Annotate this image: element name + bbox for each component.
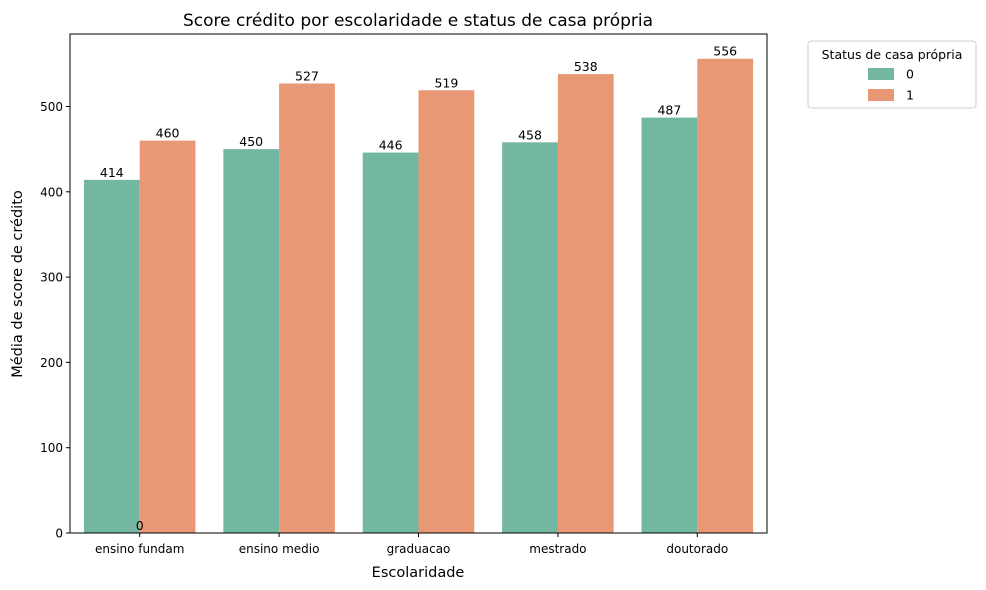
bars: [83, 58, 754, 534]
x-tick-label: mestrado: [529, 542, 586, 556]
y-axis: 0 100 200 300 400 500: [40, 100, 70, 541]
bar-value-label: 556: [713, 44, 737, 59]
y-tick-label: 300: [40, 271, 63, 285]
x-tick-label: ensino medio: [239, 542, 320, 556]
x-tick-label: doutorado: [666, 542, 728, 556]
x-axis-label: Escolaridade: [372, 565, 465, 581]
y-tick-label: 400: [40, 185, 63, 199]
bar-value-label: 460: [156, 126, 180, 141]
legend-swatch: [868, 89, 894, 101]
bar-doutorado-series-0: [641, 117, 698, 533]
legend-title: Status de casa própria: [822, 47, 963, 62]
bar-labels: 414 460 450 527 446 519 458 538 487 556 0: [100, 44, 737, 533]
y-tick-label: 200: [40, 356, 63, 370]
bar-graduacao-series-1: [418, 90, 475, 534]
bar-ensino-fundam-series-0: [83, 179, 140, 533]
y-tick-label: 0: [55, 527, 63, 541]
legend-entry-label: 0: [906, 67, 914, 82]
bar-ensino-medio-series-0: [223, 149, 280, 533]
y-tick-label: 100: [40, 441, 63, 455]
bar-value-label: 538: [574, 59, 598, 74]
bar-ensino-fundam-series-1: [139, 140, 196, 533]
legend: Status de casa própria 01: [807, 40, 977, 109]
bar-ensino-medio-series-1: [279, 83, 335, 533]
y-tick-label: 500: [40, 100, 63, 114]
y-axis-label: Média de score de crédito: [10, 190, 26, 378]
bar-value-label: 487: [657, 103, 681, 118]
bar-value-label: 527: [295, 68, 319, 83]
zero-value-label: 0: [136, 518, 144, 533]
bar-value-label: 458: [518, 127, 542, 142]
bar-value-label: 414: [100, 165, 124, 180]
bar-graduacao-series-0: [362, 152, 419, 534]
bar-mestrado-series-0: [502, 142, 558, 534]
legend-swatch: [868, 68, 894, 80]
x-tick-label: graduacao: [387, 542, 451, 556]
legend-entry-label: 1: [906, 88, 914, 103]
bar-value-label: 446: [379, 138, 403, 153]
chart-title: Score crédito por escolaridade e status …: [183, 11, 653, 31]
bar-value-label: 519: [434, 75, 458, 90]
legend-items: 01: [868, 67, 914, 103]
x-tick-label: ensino fundam: [95, 542, 184, 556]
bar-doutorado-series-1: [697, 58, 754, 533]
x-axis: ensino fundam ensino medio graduacao mestra…: [95, 533, 728, 556]
bar-mestrado-series-1: [557, 74, 614, 533]
bar-value-label: 450: [239, 134, 263, 149]
